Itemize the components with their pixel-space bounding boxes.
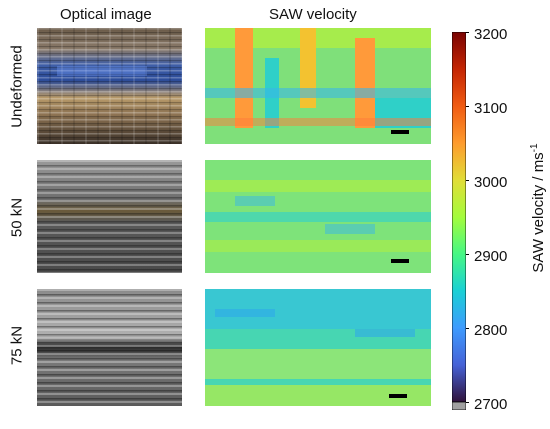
optical-image-50kn-graphic [37,160,182,273]
colorbar-graphic [452,32,466,410]
saw-column-title: SAW velocity [269,6,357,23]
saw-map-undeformed [205,28,431,144]
optical-image-75kn-graphic [37,289,182,406]
colorbar-tick-2800 [466,328,469,329]
colorbar [452,32,466,410]
colorbar-label-3100: 3100 [474,100,508,117]
colorbar-tick-2900 [466,254,469,255]
saw-map-50kn [205,160,431,273]
optical-image-undeformed [37,28,182,144]
saw-map-75kn-graphic [205,289,431,406]
optical-image-75kn [37,289,182,406]
saw-scalebar-undeformed [391,130,409,134]
colorbar-tick-3100 [466,106,469,107]
colorbar-label-2900: 2900 [474,248,508,265]
colorbar-label-2800: 2800 [474,322,508,339]
colorbar-title-main: SAW velocity / ms [530,152,547,273]
colorbar-label-2700: 2700 [474,396,508,413]
saw-map-75kn [205,289,431,406]
optical-image-50kn [37,160,182,273]
optical-image-undeformed-graphic [37,28,182,144]
colorbar-title: SAW velocity / ms-1 [529,118,547,298]
colorbar-tick-3000 [466,180,469,181]
colorbar-label-3000: 3000 [474,174,508,191]
optical-column-title: Optical image [60,6,152,23]
colorbar-title-sup: -1 [529,143,540,153]
saw-scalebar-75kn [389,394,407,398]
colorbar-tick-2700 [466,402,469,403]
colorbar-tick-3200 [466,32,469,33]
colorbar-label-3200: 3200 [474,26,508,43]
saw-map-50kn-graphic [205,160,431,273]
saw-map-undeformed-graphic [205,28,431,144]
saw-scalebar-50kn [391,259,409,263]
row-label-50kn: 50 kN [8,197,26,238]
row-label-undeformed: Undeformed [8,45,26,128]
row-label-75kn: 75 kN [8,325,26,366]
